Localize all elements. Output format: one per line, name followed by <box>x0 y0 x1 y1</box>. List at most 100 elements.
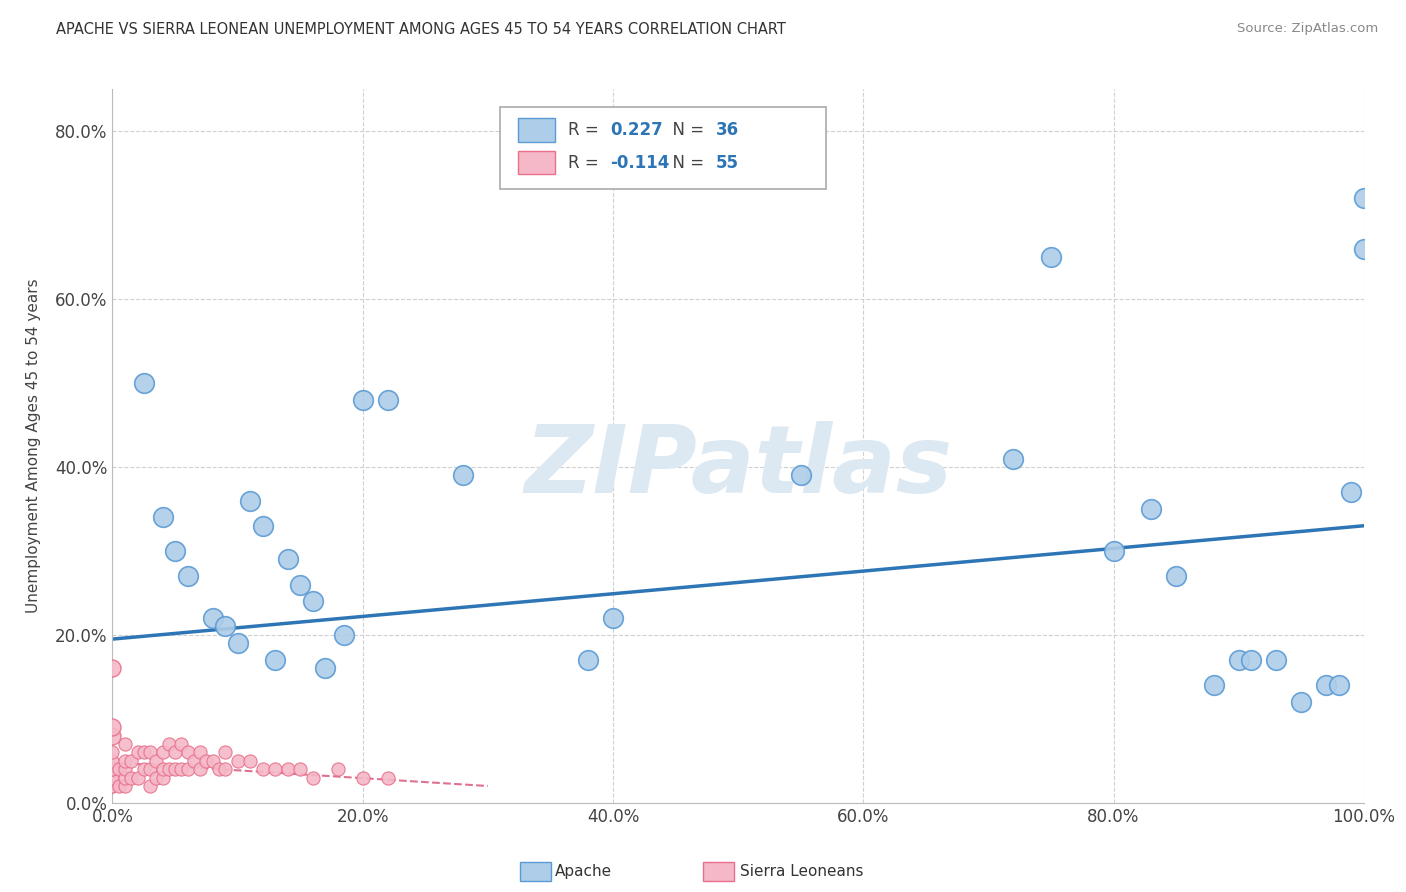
Point <box>101 779 124 793</box>
Bar <box>517 118 555 142</box>
Point <box>1291 695 1313 709</box>
Point <box>1327 678 1350 692</box>
Point <box>101 754 124 768</box>
Point <box>1265 653 1288 667</box>
Point <box>132 376 155 390</box>
Point <box>377 771 399 785</box>
Point <box>127 771 149 785</box>
Text: R =: R = <box>568 121 605 139</box>
Point <box>239 754 262 768</box>
Text: N =: N = <box>662 121 709 139</box>
Point <box>352 392 374 407</box>
Point <box>101 720 124 734</box>
Point <box>277 762 299 776</box>
Point <box>790 468 813 483</box>
Point <box>1202 678 1225 692</box>
Point <box>145 754 167 768</box>
Point <box>301 771 323 785</box>
Point <box>176 762 198 776</box>
Point <box>1240 653 1263 667</box>
Point <box>314 661 336 675</box>
Point <box>1353 191 1375 205</box>
Point <box>170 762 193 776</box>
Point <box>152 762 174 776</box>
Point <box>188 762 211 776</box>
Point <box>157 737 180 751</box>
Point <box>201 754 224 768</box>
Point <box>101 762 124 776</box>
Point <box>1353 242 1375 256</box>
Point <box>214 619 236 633</box>
Text: N =: N = <box>662 153 709 171</box>
Point <box>239 493 262 508</box>
Point <box>163 544 186 558</box>
Point <box>352 771 374 785</box>
Text: Apache: Apache <box>555 864 613 879</box>
Point <box>114 737 136 751</box>
Point <box>1039 250 1063 264</box>
Point <box>139 746 162 760</box>
Point <box>163 762 186 776</box>
Point <box>1164 569 1187 583</box>
Text: ZIPatlas: ZIPatlas <box>524 421 952 514</box>
Point <box>201 611 224 625</box>
Point <box>107 779 129 793</box>
Text: -0.114: -0.114 <box>610 153 669 171</box>
Point <box>163 746 186 760</box>
Text: 0.227: 0.227 <box>610 121 664 139</box>
Point <box>264 762 287 776</box>
Text: R =: R = <box>568 153 605 171</box>
Point <box>326 762 349 776</box>
Point <box>1315 678 1337 692</box>
Text: Source: ZipAtlas.com: Source: ZipAtlas.com <box>1237 22 1378 36</box>
Point <box>101 729 124 743</box>
Point <box>157 762 180 776</box>
Point <box>1340 485 1362 500</box>
Point <box>1227 653 1250 667</box>
Y-axis label: Unemployment Among Ages 45 to 54 years: Unemployment Among Ages 45 to 54 years <box>27 278 41 614</box>
Point <box>290 762 312 776</box>
Point <box>252 762 274 776</box>
Point <box>139 762 162 776</box>
Point <box>107 762 129 776</box>
Point <box>120 754 142 768</box>
Point <box>195 754 218 768</box>
Point <box>145 771 167 785</box>
Point <box>152 510 174 524</box>
Point <box>114 779 136 793</box>
Point <box>183 754 205 768</box>
Point <box>101 771 124 785</box>
Point <box>176 746 198 760</box>
Point <box>1102 544 1125 558</box>
Point <box>188 746 211 760</box>
Point <box>101 771 124 785</box>
Text: 36: 36 <box>716 121 738 139</box>
Point <box>377 392 399 407</box>
Point <box>451 468 474 483</box>
Point <box>114 771 136 785</box>
Point <box>101 762 124 776</box>
Point <box>101 779 124 793</box>
Point <box>139 779 162 793</box>
Point <box>152 746 174 760</box>
Point <box>176 569 198 583</box>
Point <box>301 594 323 608</box>
Point <box>132 746 155 760</box>
Point <box>101 661 124 675</box>
Point <box>333 628 356 642</box>
Point <box>114 762 136 776</box>
Point <box>1002 451 1025 466</box>
Point <box>264 653 287 667</box>
Point <box>226 754 249 768</box>
Point <box>290 577 312 591</box>
Point <box>214 762 236 776</box>
Text: APACHE VS SIERRA LEONEAN UNEMPLOYMENT AMONG AGES 45 TO 54 YEARS CORRELATION CHAR: APACHE VS SIERRA LEONEAN UNEMPLOYMENT AM… <box>56 22 786 37</box>
Point <box>132 762 155 776</box>
Point <box>277 552 299 566</box>
Point <box>127 746 149 760</box>
Point <box>214 746 236 760</box>
Text: 55: 55 <box>716 153 738 171</box>
Point <box>576 653 599 667</box>
Point <box>602 611 624 625</box>
Point <box>208 762 231 776</box>
